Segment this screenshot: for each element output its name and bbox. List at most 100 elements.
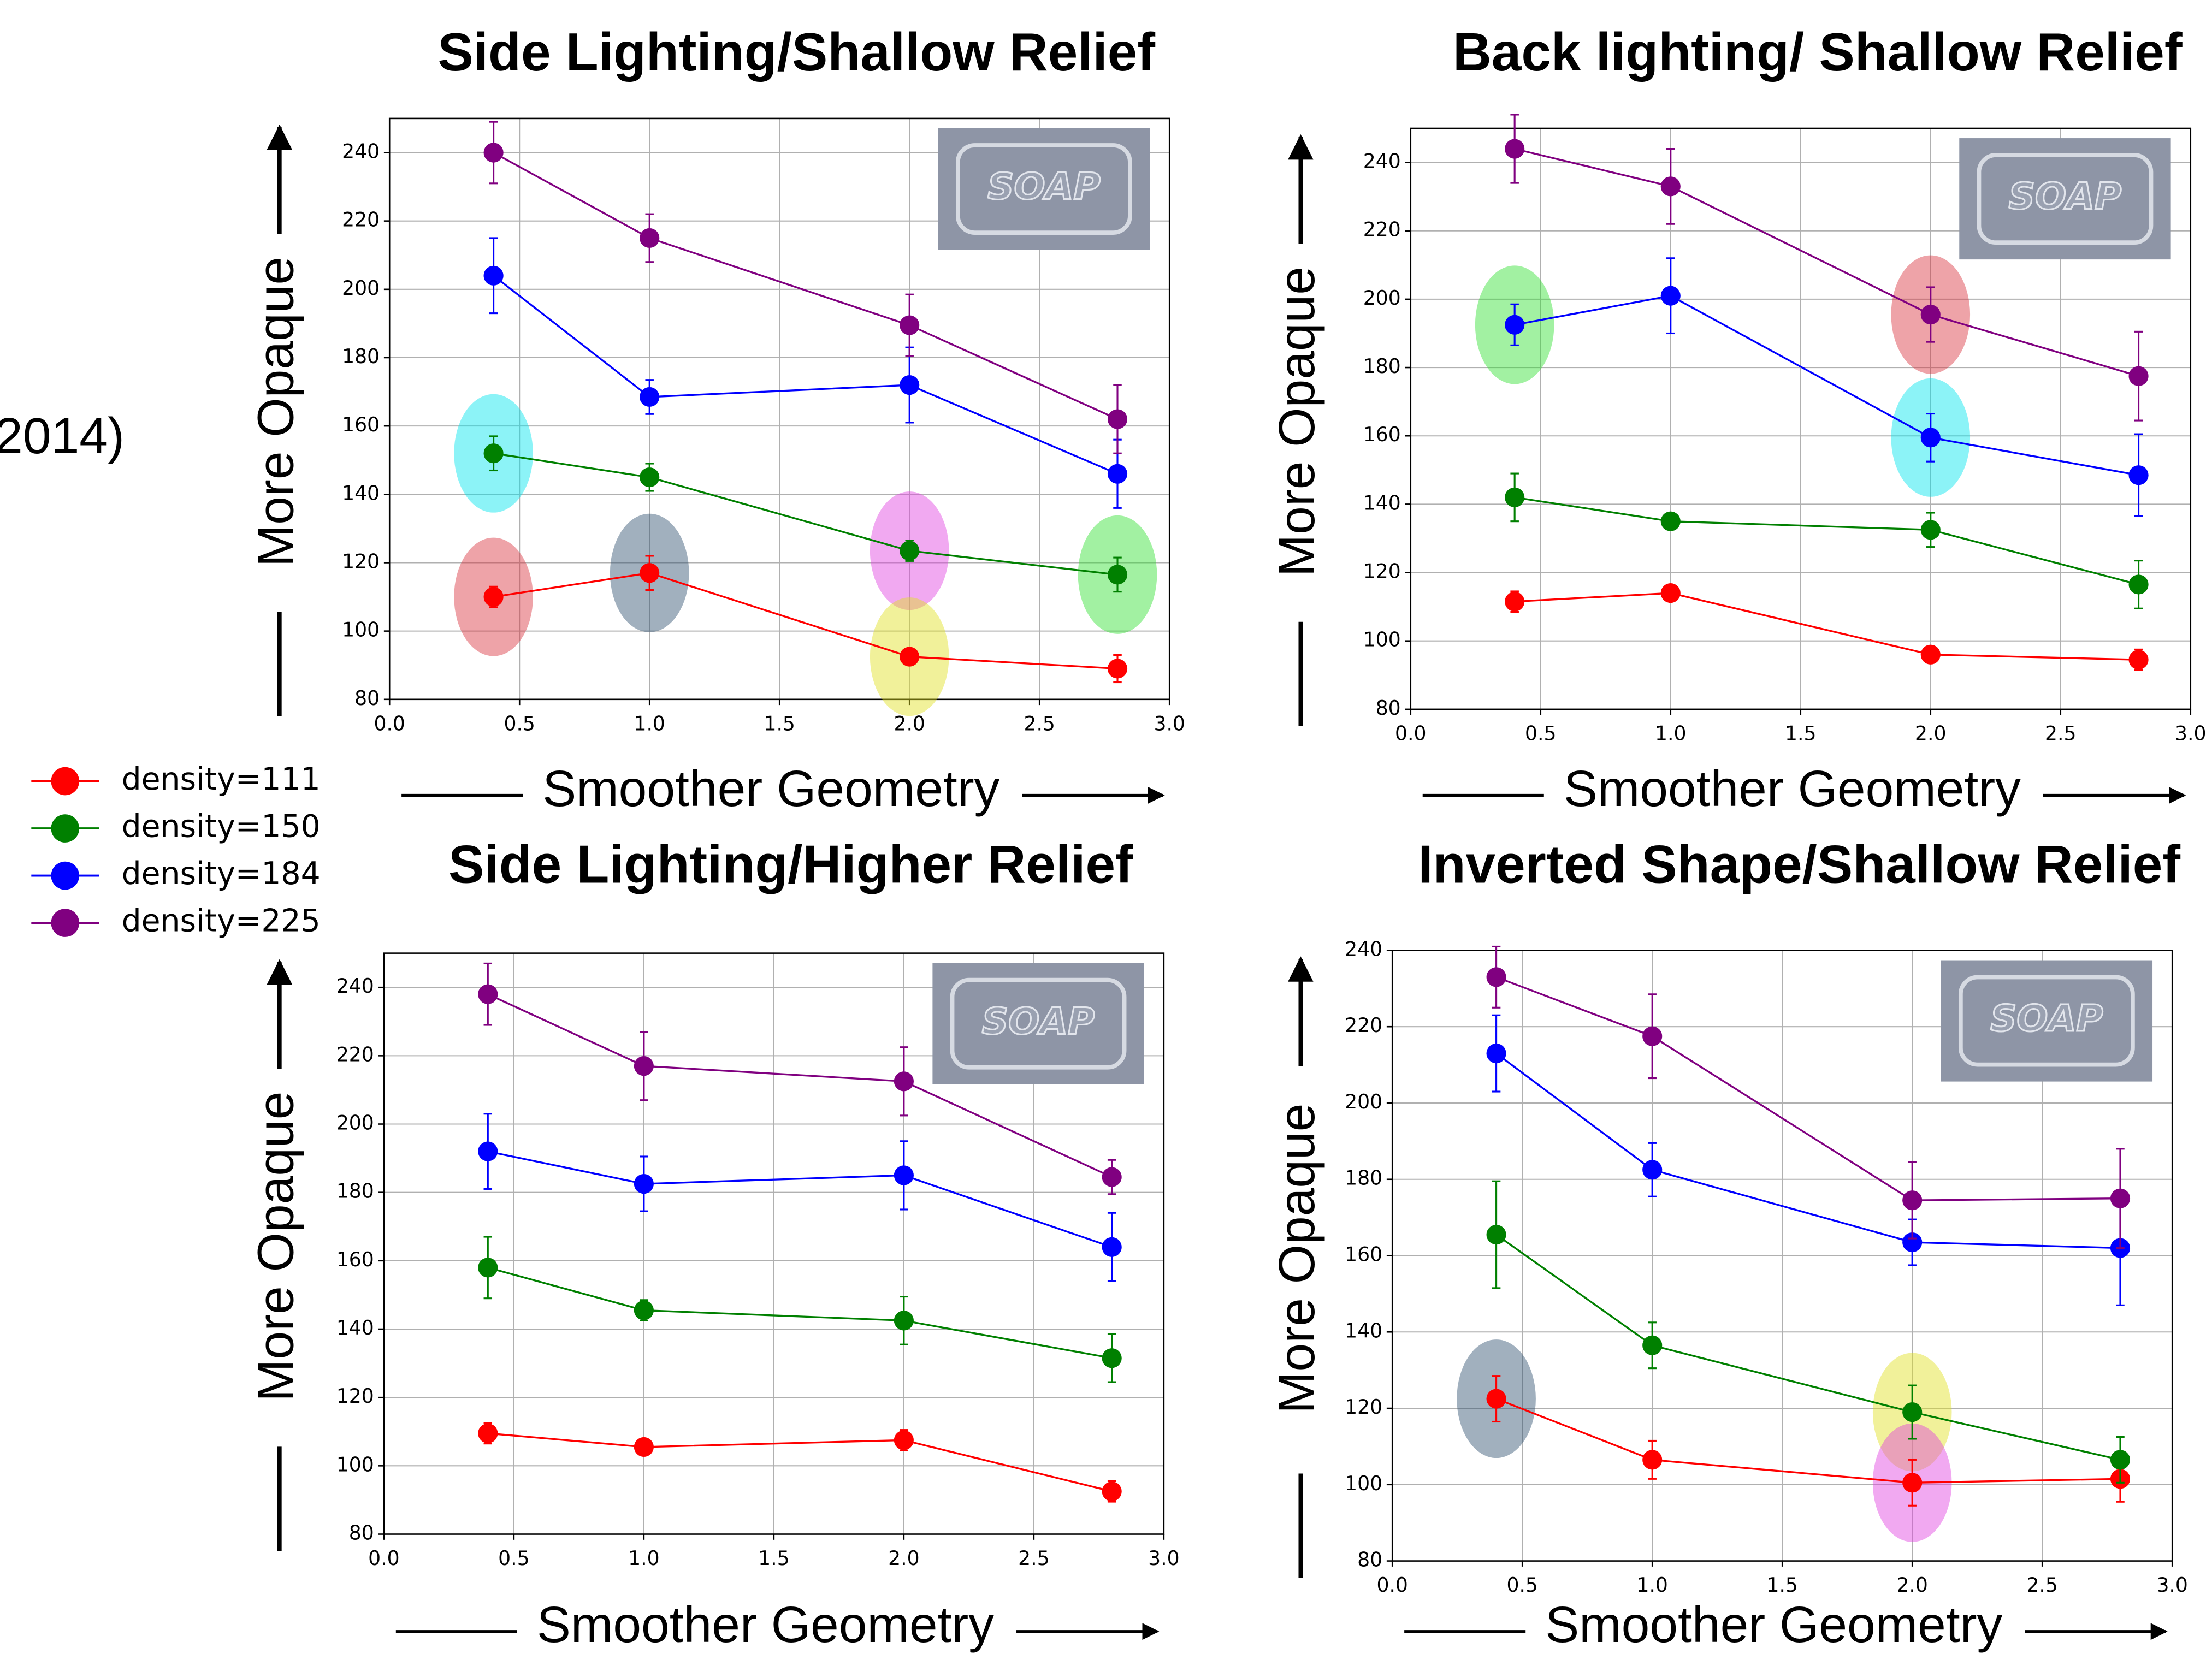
inset-text: SOAP xyxy=(982,1000,1095,1042)
y-tick-label: 120 xyxy=(342,549,380,573)
x-tick-label: 1.0 xyxy=(628,1546,659,1570)
point xyxy=(1107,659,1128,679)
y-tick-label: 240 xyxy=(336,974,374,998)
point xyxy=(2110,1188,2131,1208)
series-line xyxy=(493,275,1118,475)
point xyxy=(894,1430,914,1450)
series-line xyxy=(1495,1234,2121,1461)
point xyxy=(1920,520,1941,540)
point xyxy=(894,1165,914,1185)
x-tick-label: 1.5 xyxy=(764,712,795,735)
inset-image xyxy=(1941,960,2153,1082)
legend-label: density=184 xyxy=(122,856,321,892)
legend-label: density=111 xyxy=(122,761,321,797)
y-tick-label: 160 xyxy=(336,1248,374,1271)
inset-text: SOAP xyxy=(2009,175,2122,218)
x-tick-label: 1.5 xyxy=(758,1546,789,1570)
series-line xyxy=(487,1266,1112,1359)
point xyxy=(1107,464,1128,484)
y-tick-label: 160 xyxy=(1345,1243,1382,1266)
x-tick-label: 2.0 xyxy=(888,1546,919,1570)
y-tick-label: 200 xyxy=(1345,1090,1382,1113)
point xyxy=(2128,465,2149,485)
inset-border xyxy=(1977,153,2154,245)
x-tick-label: 3.0 xyxy=(2156,1573,2187,1597)
y-tick-label: 240 xyxy=(342,139,380,163)
series-line xyxy=(487,1150,1113,1248)
point xyxy=(478,1258,498,1278)
series-line xyxy=(1514,496,2139,586)
x-tick-label: 0.5 xyxy=(1525,721,1556,745)
y-tick-label: 100 xyxy=(1363,628,1401,651)
y-tick-label: 160 xyxy=(342,413,380,436)
point xyxy=(483,443,504,464)
x-axis-label: Smoother Geometry xyxy=(1564,760,2021,817)
y-tick-label: 160 xyxy=(1363,423,1401,446)
legend-marker xyxy=(51,814,80,843)
point xyxy=(1920,304,1941,325)
point xyxy=(894,1311,914,1331)
x-tick-label: 1.0 xyxy=(1655,721,1686,745)
y-tick-label: 180 xyxy=(1363,354,1401,378)
y-tick-label: 180 xyxy=(342,345,380,368)
y-tick-label: 220 xyxy=(1363,218,1401,241)
point xyxy=(634,1056,654,1076)
legend-label: density=150 xyxy=(122,809,321,845)
x-tick-label: 2.0 xyxy=(894,712,925,735)
inset-text: SOAP xyxy=(987,165,1101,208)
series-line xyxy=(488,1432,1113,1492)
point xyxy=(1486,1044,1506,1064)
y-tick-label: 240 xyxy=(1363,150,1401,173)
y-tick-label: 120 xyxy=(1345,1395,1382,1419)
x-tick-label: 0.0 xyxy=(368,1546,399,1570)
point xyxy=(1486,1224,1506,1245)
series-line xyxy=(1495,1398,2121,1484)
point xyxy=(1102,1237,1122,1257)
y-tick-label: 220 xyxy=(342,208,380,232)
point xyxy=(1505,139,1525,159)
x-tick-label: 3.0 xyxy=(1148,1546,1179,1570)
point xyxy=(1902,1402,1923,1422)
y-tick-label: 140 xyxy=(1363,491,1401,514)
chart-title: Side Lighting/Higher Relief xyxy=(448,834,1133,894)
series-line xyxy=(487,993,1113,1178)
series-line xyxy=(1514,147,2139,377)
point xyxy=(2128,366,2149,386)
x-tick-label: 2.5 xyxy=(1024,712,1055,735)
series-line xyxy=(1496,976,2121,1201)
inset-image xyxy=(938,128,1150,250)
x-tick-label: 1.0 xyxy=(1636,1573,1667,1597)
y-tick-label: 100 xyxy=(336,1453,374,1476)
y-tick-label: 120 xyxy=(336,1384,374,1408)
point xyxy=(1505,487,1525,507)
x-tick-label: 2.5 xyxy=(2026,1573,2057,1597)
series-line xyxy=(1514,294,2139,476)
point xyxy=(900,541,920,561)
point xyxy=(1107,409,1128,429)
plot-frame xyxy=(1410,127,2192,710)
x-tick-label: 2.0 xyxy=(1915,721,1946,745)
y-tick-label: 120 xyxy=(1363,560,1401,583)
y-tick-label: 80 xyxy=(349,1521,374,1545)
y-tick-label: 80 xyxy=(1357,1548,1382,1572)
inset-image xyxy=(932,963,1144,1084)
point xyxy=(640,467,660,488)
point xyxy=(1660,176,1681,197)
series-line xyxy=(1495,1052,2121,1249)
x-tick-label: 0.5 xyxy=(504,712,535,735)
plot-frame xyxy=(388,117,1170,701)
y-tick-label: 80 xyxy=(1376,696,1401,720)
point xyxy=(483,586,504,607)
point xyxy=(1102,1167,1122,1187)
x-tick-label: 2.0 xyxy=(1896,1573,1927,1597)
y-tick-label: 220 xyxy=(1345,1013,1382,1037)
point xyxy=(900,315,920,335)
point xyxy=(483,265,504,286)
y-tick-label: 140 xyxy=(1345,1319,1382,1342)
y-axis-label: More Opaque xyxy=(247,257,304,567)
point xyxy=(1920,644,1941,665)
text-fragment: 2014) xyxy=(0,407,125,464)
x-axis-label: Smoother Geometry xyxy=(537,1596,994,1653)
